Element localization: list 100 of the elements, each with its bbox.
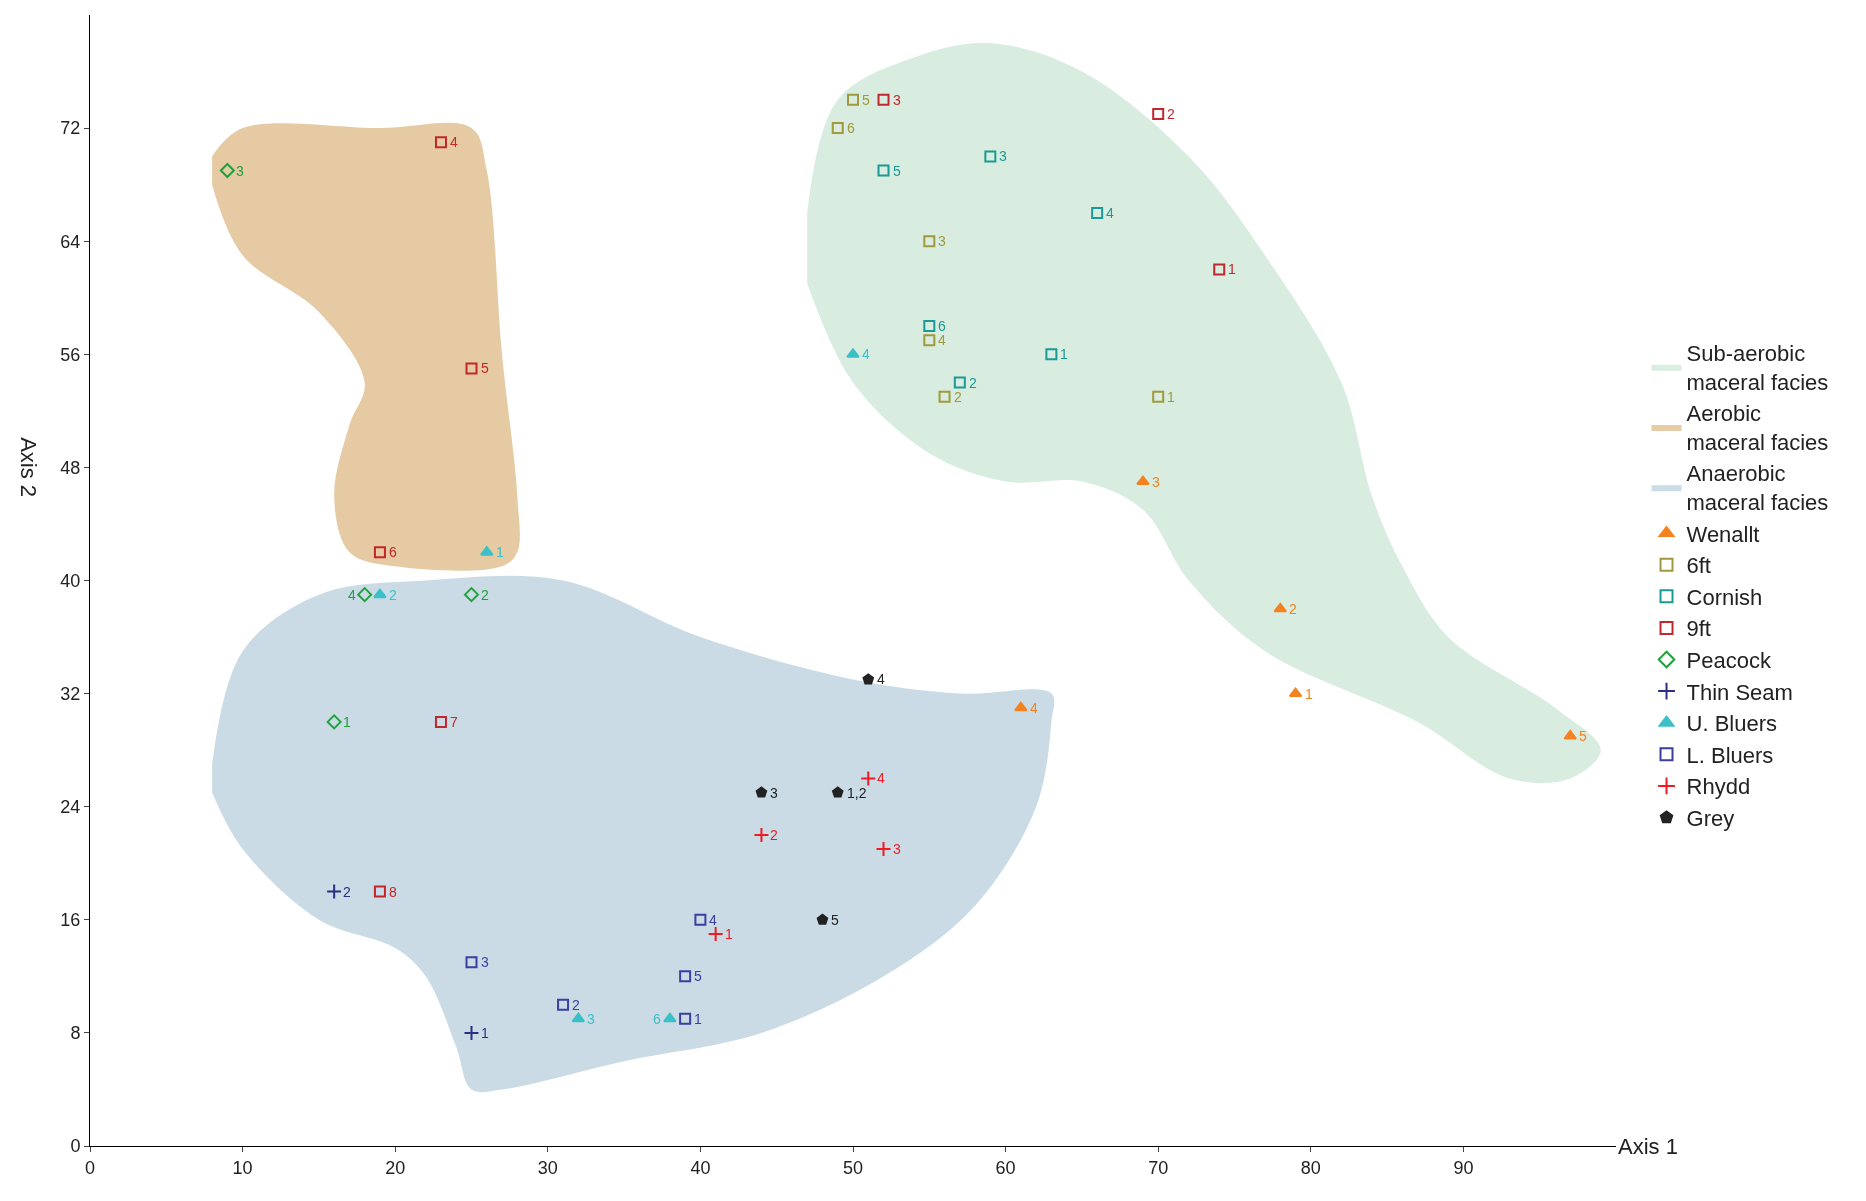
annotation: 4 — [862, 346, 870, 362]
annotation: 5 — [893, 163, 901, 179]
legend-label: Grey — [1686, 806, 1735, 832]
annotation: 6 — [847, 120, 855, 136]
annotation: 4 — [1030, 700, 1038, 716]
point — [860, 770, 877, 787]
point — [1045, 348, 1058, 361]
annotation: 3 — [893, 841, 901, 857]
annotation: 4 — [450, 134, 458, 150]
annotation: 3 — [1152, 474, 1160, 490]
point — [1152, 107, 1165, 120]
annotation: 1 — [725, 926, 733, 942]
point — [707, 925, 724, 942]
point — [326, 714, 342, 730]
point — [847, 93, 859, 106]
point — [463, 1024, 480, 1041]
point — [984, 150, 997, 163]
annotation: 2 — [1167, 106, 1175, 122]
annotation: 2 — [770, 827, 778, 843]
annotation: 7 — [450, 714, 458, 730]
point — [938, 390, 951, 403]
legend-label: Peacock — [1686, 648, 1772, 674]
legend-label: Sub-aerobic maceral facies — [1686, 341, 1829, 395]
y-tick-label: 40 — [60, 570, 81, 591]
x-tick-label: 0 — [84, 1157, 96, 1178]
point — [877, 164, 890, 177]
point — [694, 913, 707, 926]
y-tick-label: 64 — [60, 231, 81, 252]
y-tick-label: 72 — [60, 118, 81, 139]
point — [679, 970, 692, 983]
point — [434, 715, 447, 728]
point — [923, 235, 936, 248]
annotation: 1,2 — [847, 785, 867, 801]
annotation: 3 — [893, 92, 901, 108]
x-tick-label: 30 — [537, 1157, 558, 1178]
x-tick-label: 40 — [690, 1157, 711, 1178]
x-tick-label: 70 — [1148, 1157, 1169, 1178]
point — [1563, 730, 1577, 740]
annotation: 3 — [938, 233, 946, 249]
y-tick-label: 56 — [60, 344, 81, 365]
point — [877, 93, 890, 106]
point — [464, 587, 479, 603]
annotation: 4 — [709, 912, 717, 928]
annotation: 2 — [572, 997, 580, 1013]
annotation: 5 — [831, 912, 839, 928]
annotation: 2 — [343, 884, 351, 900]
legend-label: Cornish — [1686, 584, 1763, 610]
point — [831, 122, 844, 135]
point — [326, 883, 343, 900]
annotation: 3 — [481, 954, 489, 970]
point — [373, 588, 387, 599]
annotation: 2 — [389, 587, 397, 603]
point — [875, 841, 892, 858]
point — [1091, 206, 1104, 219]
annotation: 5 — [862, 92, 870, 108]
y-tick-label: 32 — [60, 683, 81, 704]
point — [755, 786, 768, 798]
y-axis-title: Axis 2 — [15, 437, 41, 498]
annotation: 6 — [389, 544, 397, 560]
point — [816, 913, 829, 925]
point — [923, 320, 936, 333]
point — [753, 826, 770, 843]
point — [862, 673, 875, 685]
annotation: 3 — [236, 163, 244, 179]
annotation: 5 — [1579, 728, 1587, 744]
x-tick-label: 80 — [1300, 1157, 1321, 1178]
point — [465, 362, 478, 375]
annotation: 4 — [348, 587, 356, 603]
y-tick-label: 16 — [60, 910, 81, 931]
annotation: 1 — [694, 1011, 702, 1027]
legend-label: L. Bluers — [1686, 742, 1774, 768]
point — [846, 348, 860, 358]
point — [373, 546, 386, 559]
point — [557, 998, 570, 1011]
annotation: 1 — [1228, 261, 1236, 277]
annotation: 1 — [1305, 686, 1313, 702]
point — [953, 376, 966, 389]
x-tick-label: 60 — [995, 1157, 1016, 1178]
annotation: 6 — [653, 1011, 661, 1027]
point — [434, 136, 447, 149]
point — [831, 786, 844, 798]
point — [679, 1012, 692, 1025]
legend-label: Anaerobic maceral facies — [1686, 461, 1829, 516]
y-tick-label: 24 — [60, 797, 81, 817]
x-axis-title: Axis 1 — [1618, 1134, 1678, 1159]
annotation: 1 — [481, 1025, 489, 1041]
annotation: 2 — [481, 587, 489, 603]
point — [373, 885, 386, 898]
annotation: 1 — [343, 714, 351, 730]
annotation: 4 — [877, 671, 885, 687]
point — [1213, 263, 1226, 276]
x-tick-label: 50 — [842, 1157, 864, 1178]
annotation: 8 — [389, 884, 397, 900]
annotation: 1 — [1167, 389, 1175, 405]
y-tick-label: 48 — [60, 457, 81, 478]
annotation: 1 — [496, 544, 504, 560]
point — [357, 587, 373, 603]
annotation: 5 — [694, 968, 702, 984]
annotation: 2 — [954, 389, 962, 405]
x-tick-label: 90 — [1453, 1157, 1474, 1178]
